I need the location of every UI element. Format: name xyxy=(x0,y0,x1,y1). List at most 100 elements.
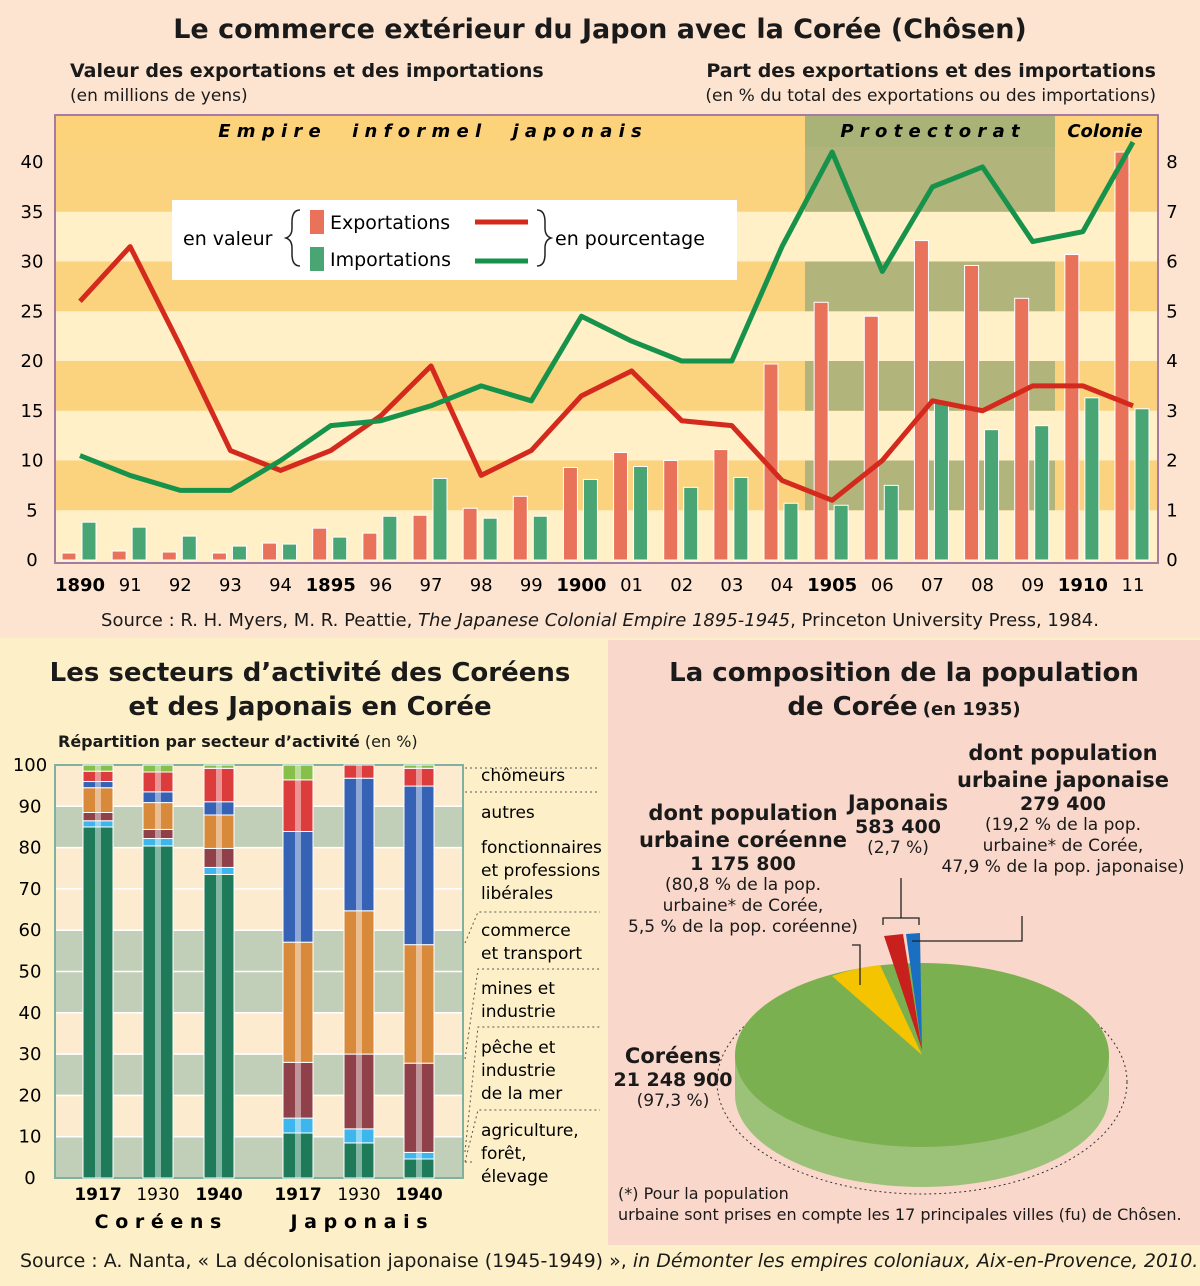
export-bar xyxy=(813,301,829,561)
koreans-pct: (97,3 %) xyxy=(636,1091,710,1111)
export-bar xyxy=(362,532,378,561)
right-axis-title: Part des exportations et des importation… xyxy=(706,60,1156,82)
left-y-tick: 25 xyxy=(21,301,44,322)
x-tick-label: 11 xyxy=(1122,575,1145,596)
y-tick-label: 40 xyxy=(19,1003,42,1024)
footnote-line1: (*) Pour la population xyxy=(618,1184,789,1203)
export-bar xyxy=(663,460,679,561)
export-bar xyxy=(1014,297,1030,561)
sectors-ylabel-text: Répartition par secteur d’activité xyxy=(58,732,360,751)
sectors-title-1: Les secteurs d’activité des Coréens xyxy=(49,658,571,688)
import-bar xyxy=(582,478,598,561)
legend-peche-2: industrie xyxy=(481,1061,556,1081)
japanese-urban-l1: dont population xyxy=(968,741,1158,765)
footer-source-prefix: Source : A. Nanta, « La décolonisation j… xyxy=(20,1250,633,1272)
left-brace-icon xyxy=(283,209,301,267)
legend-box xyxy=(172,200,737,280)
x-tick-label: 93 xyxy=(219,575,242,596)
group-label-coreens: C o r é e n s xyxy=(95,1211,222,1233)
right-y-tick: 1 xyxy=(1166,500,1177,521)
left-axis-title: Valeur des exportations et des importati… xyxy=(70,60,544,82)
japanese-value: 583 400 xyxy=(855,816,941,838)
legend-imports: Importations xyxy=(330,249,451,271)
y-tick-label: 30 xyxy=(19,1044,42,1065)
y-tick-label: 50 xyxy=(19,962,42,983)
bar-highlight xyxy=(155,765,161,1178)
legend-autres: autres xyxy=(481,803,535,823)
x-tick-label: 1940 xyxy=(395,1185,442,1205)
import-bar xyxy=(382,515,398,561)
legend: en valeur Exportations Importations en p… xyxy=(172,200,737,280)
stacked-segment xyxy=(203,767,235,803)
x-tick-label: 01 xyxy=(620,575,643,596)
y-tick-label: 10 xyxy=(19,1127,42,1148)
import-bar xyxy=(733,476,749,561)
japanese-label: Japonais 583 400 (2,7 %) xyxy=(838,790,958,859)
x-tick-label: 1917 xyxy=(274,1185,321,1205)
export-bar xyxy=(863,315,879,561)
import-bar xyxy=(1034,425,1050,561)
import-bar xyxy=(432,477,448,561)
trade-chart-title: Le commerce extérieur du Japon avec la C… xyxy=(173,14,1027,45)
x-tick-label: 98 xyxy=(470,575,493,596)
right-y-tick: 7 xyxy=(1166,202,1177,223)
stacked-segment xyxy=(403,764,435,769)
sectors-ylabel: Répartition par secteur d’activité (en %… xyxy=(58,732,418,751)
bar-highlight xyxy=(416,765,422,1178)
right-y-tick: 2 xyxy=(1166,451,1177,472)
x-tick-label: 04 xyxy=(771,575,794,596)
export-bar xyxy=(161,551,177,561)
stacked-segment xyxy=(82,787,114,813)
x-tick-label: 1905 xyxy=(807,575,857,596)
population-title-year: (en 1935) xyxy=(922,699,1021,720)
stacked-segment xyxy=(403,944,435,1064)
import-bar xyxy=(131,526,147,561)
japanese-urban-label: dont population urbaine japonaise 279 40… xyxy=(938,740,1188,878)
legend-en-pourcentage: en pourcentage xyxy=(555,228,705,250)
legend-exports: Exportations xyxy=(330,212,450,234)
import-bar xyxy=(181,535,197,561)
x-tick-label: 91 xyxy=(119,575,142,596)
group-label-japonais: J a p o n a i s xyxy=(288,1211,427,1233)
export-bar xyxy=(964,264,980,561)
import-bar xyxy=(633,465,649,561)
trade-chart: E m p i r e i n f o r m e l j a p o n a … xyxy=(21,114,1178,596)
x-tick-label: 1930 xyxy=(136,1185,179,1205)
export-bar xyxy=(613,452,629,561)
legend-mines-1: mines et xyxy=(481,979,555,999)
period-protectorate-label: P r o t e c t o r a t xyxy=(840,121,1021,142)
export-bar xyxy=(512,495,528,561)
right-y-tick: 0 xyxy=(1166,550,1177,571)
source-prefix: Source : R. H. Myers, M. R. Peattie, xyxy=(101,610,419,631)
import-bar xyxy=(783,502,799,561)
y-tick-label: 60 xyxy=(19,920,42,941)
japanese-urban-note3: 47,9 % de la pop. japonaise) xyxy=(941,857,1185,877)
bar-highlight xyxy=(95,765,101,1178)
sectors-band xyxy=(55,1136,463,1178)
protectorate-band-stripe xyxy=(805,147,1055,162)
trade-source: Source : R. H. Myers, M. R. Peattie, The… xyxy=(0,610,1200,631)
sectors-band xyxy=(55,806,463,848)
export-bar xyxy=(262,542,278,561)
left-y-tick: 30 xyxy=(21,252,44,273)
sectors-plot-frame xyxy=(54,764,464,1179)
sectors-ylabel-unit: (en %) xyxy=(364,732,418,751)
left-y-tick: 20 xyxy=(21,351,44,372)
japanese-pct: (2,7 %) xyxy=(867,838,929,858)
x-tick-label: 1917 xyxy=(74,1185,121,1205)
stacked-segment xyxy=(343,1142,375,1179)
stacked-segment xyxy=(343,910,375,1055)
legend-en-valeur: en valeur xyxy=(183,228,273,250)
import-bar xyxy=(1084,397,1100,561)
footer: Source : A. Nanta, « La décolonisation j… xyxy=(0,1246,1200,1286)
right-axis-unit: (en % du total des exportations ou des i… xyxy=(705,86,1156,106)
korean-urban-note1: (80,8 % de la pop. xyxy=(664,875,822,895)
sectors-chart: 1917 1930 1940 1917 1930 1940 C o r é e n s J a… xyxy=(13,755,602,1233)
import-bar xyxy=(933,402,949,561)
y-tick-label: 70 xyxy=(19,879,42,900)
y-tick-label: 0 xyxy=(24,1168,35,1189)
right-y-tick: 6 xyxy=(1166,252,1177,273)
population-title-2-row: de Corée (en 1935) xyxy=(608,692,1200,722)
left-y-tick: 5 xyxy=(26,500,37,521)
plot-frame xyxy=(54,114,1159,564)
